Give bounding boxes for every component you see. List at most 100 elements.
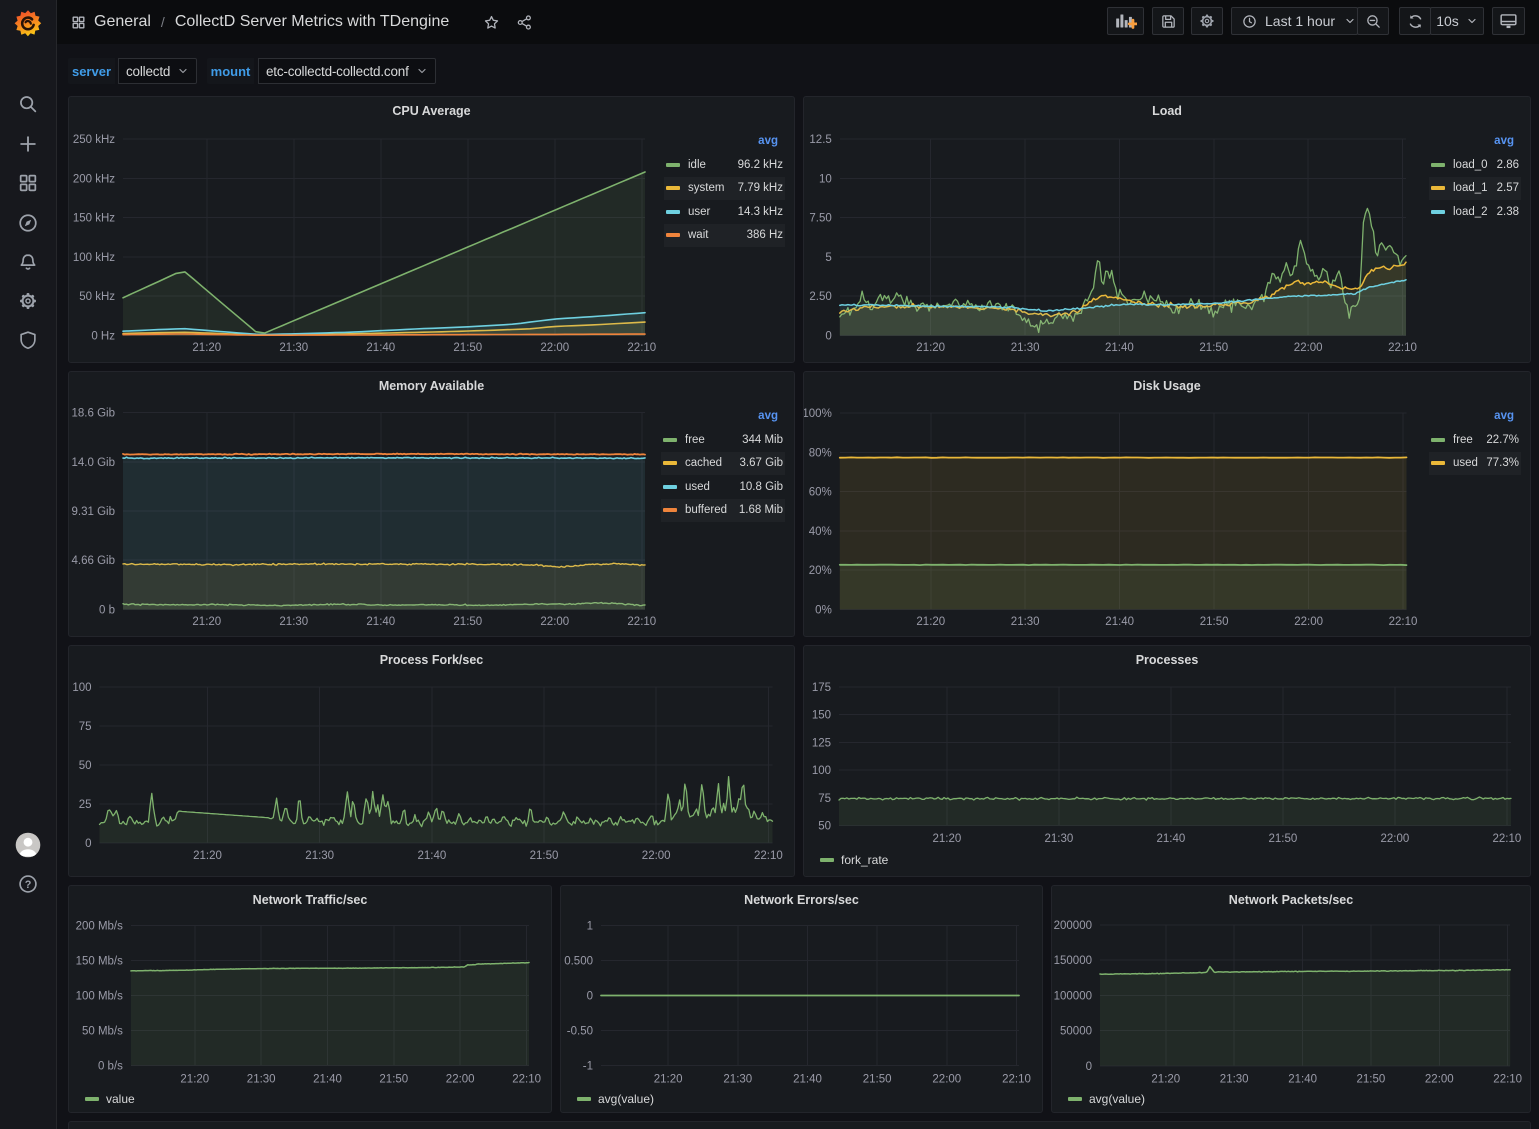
svg-text:21:30: 21:30	[723, 1074, 752, 1086]
svg-text:50: 50	[818, 821, 831, 833]
svg-text:22:10: 22:10	[1002, 1074, 1031, 1086]
svg-text:10: 10	[819, 173, 832, 185]
svg-text:21:40: 21:40	[1105, 342, 1134, 354]
svg-text:-0.50: -0.50	[567, 1026, 593, 1038]
svg-text:22:00: 22:00	[1294, 616, 1323, 628]
svg-text:0 b/s: 0 b/s	[98, 1061, 123, 1073]
svg-text:21:50: 21:50	[863, 1074, 892, 1086]
svg-text:25: 25	[79, 799, 92, 811]
svg-text:21:20: 21:20	[192, 342, 221, 354]
svg-text:0.500: 0.500	[564, 956, 593, 968]
svg-text:75: 75	[818, 793, 831, 805]
svg-text:80%: 80%	[809, 447, 832, 459]
svg-text:150 Mb/s: 150 Mb/s	[76, 956, 124, 968]
svg-text:100%: 100%	[804, 408, 832, 420]
svg-text:100000: 100000	[1054, 990, 1092, 1002]
svg-text:22:00: 22:00	[1425, 1074, 1454, 1086]
svg-text:200 Mb/s: 200 Mb/s	[76, 921, 124, 933]
svg-text:75: 75	[79, 721, 92, 733]
svg-text:21:30: 21:30	[305, 850, 334, 862]
svg-text:50 kHz: 50 kHz	[79, 291, 115, 303]
svg-text:21:20: 21:20	[916, 342, 945, 354]
svg-text:21:30: 21:30	[279, 342, 308, 354]
svg-text:22:10: 22:10	[1493, 833, 1522, 845]
svg-text:21:50: 21:50	[1357, 1074, 1386, 1086]
svg-text:50: 50	[79, 760, 92, 772]
svg-text:5: 5	[825, 252, 831, 264]
svg-text:21:20: 21:20	[193, 850, 222, 862]
svg-text:21:30: 21:30	[1011, 342, 1040, 354]
svg-text:21:40: 21:40	[313, 1074, 342, 1086]
svg-text:100 kHz: 100 kHz	[73, 252, 115, 264]
svg-text:100: 100	[812, 765, 831, 777]
svg-text:22:10: 22:10	[512, 1074, 541, 1086]
svg-text:150 kHz: 150 kHz	[73, 213, 115, 225]
svg-text:175: 175	[812, 682, 831, 694]
svg-text:9.31 Gib: 9.31 Gib	[72, 506, 115, 518]
svg-text:21:50: 21:50	[453, 616, 482, 628]
svg-text:21:50: 21:50	[1200, 616, 1229, 628]
svg-text:22:10: 22:10	[1389, 616, 1418, 628]
svg-text:21:20: 21:20	[1151, 1074, 1180, 1086]
svg-text:100: 100	[72, 682, 91, 694]
svg-text:21:50: 21:50	[1269, 833, 1298, 845]
svg-text:0: 0	[85, 838, 91, 850]
svg-text:22:00: 22:00	[642, 850, 671, 862]
svg-text:50000: 50000	[1060, 1026, 1092, 1038]
svg-text:21:30: 21:30	[1220, 1074, 1249, 1086]
svg-text:22:10: 22:10	[1493, 1074, 1522, 1086]
svg-text:250 kHz: 250 kHz	[73, 134, 115, 146]
svg-text:?: ?	[25, 879, 32, 891]
svg-text:21:20: 21:20	[654, 1074, 683, 1086]
svg-text:21:30: 21:30	[1011, 616, 1040, 628]
svg-text:22:10: 22:10	[627, 342, 656, 354]
svg-text:21:40: 21:40	[793, 1074, 822, 1086]
svg-text:12.5: 12.5	[809, 134, 831, 146]
svg-text:21:20: 21:20	[180, 1074, 209, 1086]
svg-text:125: 125	[812, 737, 831, 749]
svg-text:21:40: 21:40	[1288, 1074, 1317, 1086]
svg-text:22:00: 22:00	[446, 1074, 475, 1086]
svg-text:21:20: 21:20	[933, 833, 962, 845]
svg-text:21:40: 21:40	[366, 616, 395, 628]
svg-text:22:00: 22:00	[1294, 342, 1323, 354]
svg-text:0 Hz: 0 Hz	[91, 331, 115, 343]
svg-text:7.50: 7.50	[809, 213, 831, 225]
svg-text:50 Mb/s: 50 Mb/s	[82, 1026, 123, 1038]
svg-text:22:00: 22:00	[1381, 833, 1410, 845]
svg-text:21:40: 21:40	[1157, 833, 1186, 845]
svg-text:0: 0	[825, 331, 831, 343]
svg-text:14.0 Gib: 14.0 Gib	[72, 457, 115, 469]
svg-text:22:10: 22:10	[754, 850, 783, 862]
svg-text:0: 0	[587, 991, 593, 1003]
svg-text:40%: 40%	[809, 526, 832, 538]
svg-text:21:30: 21:30	[247, 1074, 276, 1086]
svg-text:4.66 Gib: 4.66 Gib	[72, 555, 115, 567]
svg-text:1: 1	[587, 921, 593, 933]
svg-text:22:10: 22:10	[1388, 342, 1417, 354]
svg-text:21:50: 21:50	[453, 342, 482, 354]
svg-text:21:20: 21:20	[192, 616, 221, 628]
svg-text:21:30: 21:30	[279, 616, 308, 628]
svg-text:0%: 0%	[815, 604, 832, 616]
svg-text:21:40: 21:40	[1105, 616, 1134, 628]
svg-text:21:40: 21:40	[418, 850, 447, 862]
svg-text:20%: 20%	[809, 565, 832, 577]
svg-text:21:50: 21:50	[1199, 342, 1228, 354]
svg-text:200000: 200000	[1054, 920, 1092, 932]
svg-text:21:50: 21:50	[530, 850, 559, 862]
svg-text:22:00: 22:00	[540, 616, 569, 628]
svg-text:60%: 60%	[809, 487, 832, 499]
svg-text:22:10: 22:10	[627, 616, 656, 628]
svg-text:21:40: 21:40	[366, 342, 395, 354]
svg-text:21:20: 21:20	[916, 616, 945, 628]
svg-text:0: 0	[1086, 1061, 1092, 1073]
svg-text:200 kHz: 200 kHz	[73, 173, 115, 185]
svg-text:0 b: 0 b	[99, 604, 115, 616]
svg-text:22:00: 22:00	[540, 342, 569, 354]
svg-text:150000: 150000	[1054, 955, 1092, 967]
svg-text:21:50: 21:50	[379, 1074, 408, 1086]
svg-text:21:30: 21:30	[1045, 833, 1074, 845]
svg-text:150: 150	[812, 710, 831, 722]
svg-text:2.50: 2.50	[809, 291, 831, 303]
